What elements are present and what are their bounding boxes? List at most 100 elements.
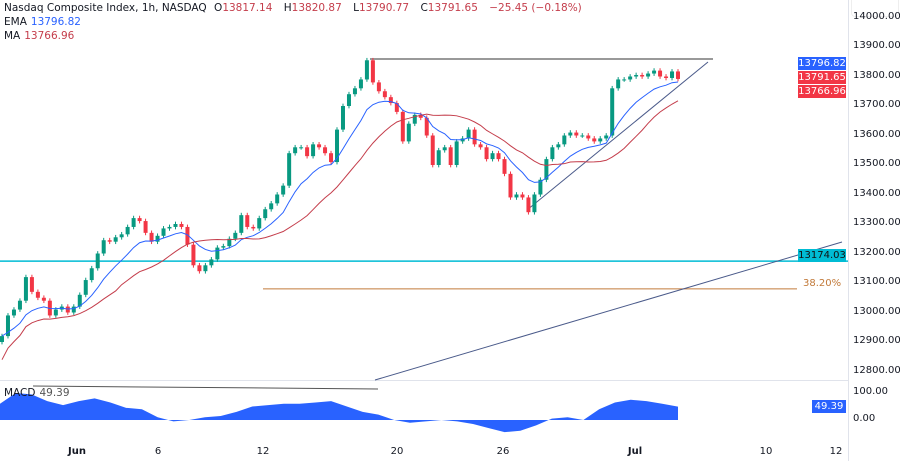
- candle-body: [71, 306, 76, 313]
- candle: [448, 144, 453, 168]
- time-tick-label: 20: [390, 446, 404, 457]
- ma-value: 13766.96: [24, 30, 75, 42]
- candle: [676, 69, 680, 82]
- candle-body: [311, 144, 316, 157]
- candle: [412, 112, 417, 127]
- candle-body: [556, 144, 561, 148]
- price-tick-label: 13600.00: [853, 128, 900, 140]
- candle-body: [616, 79, 621, 89]
- ema-value: 13796.82: [30, 16, 81, 28]
- candle-body: [191, 244, 196, 266]
- ema-price-badge: 13796.82: [798, 57, 846, 70]
- candle: [514, 192, 519, 200]
- candle: [215, 245, 220, 262]
- candle: [472, 127, 477, 147]
- price-tick-label: 13000.00: [853, 305, 900, 317]
- candle: [227, 236, 232, 249]
- candle: [179, 221, 184, 230]
- price-tick-label: 13300.00: [853, 217, 900, 228]
- candle: [568, 130, 573, 138]
- candle: [538, 177, 543, 197]
- time-tick-label: 10: [759, 446, 773, 457]
- candle: [442, 144, 447, 153]
- candle-body: [263, 209, 268, 219]
- candle: [125, 224, 130, 237]
- candle-body: [466, 129, 471, 139]
- symbol-legend: Nasdaq Composite Index, 1h, NASDAQ O1381…: [4, 2, 586, 14]
- candle: [83, 277, 88, 298]
- low-value: 13790.77: [358, 2, 410, 14]
- candle: [239, 212, 244, 236]
- candle: [562, 133, 567, 147]
- macd-tick-label: 0.00: [853, 413, 876, 424]
- candle-body: [143, 221, 148, 233]
- candle-body: [568, 132, 573, 136]
- candle: [580, 133, 585, 138]
- candle-body: [424, 117, 429, 136]
- candle: [293, 144, 298, 156]
- candle-body: [11, 309, 16, 316]
- candle: [107, 237, 112, 245]
- fib-label: 38.20%: [803, 278, 842, 289]
- candle-body: [502, 159, 507, 174]
- candle-body: [520, 194, 525, 198]
- candle-body: [544, 159, 549, 180]
- price-tick-label: 13500.00: [853, 158, 900, 169]
- candle-body: [299, 147, 304, 149]
- candle: [574, 130, 579, 138]
- candle: [484, 144, 489, 162]
- candle: [490, 150, 495, 162]
- level-price-badge: 13174.03: [798, 249, 846, 262]
- candle-body: [281, 185, 286, 195]
- candle: [113, 234, 118, 245]
- candle: [191, 242, 196, 268]
- candle-body: [119, 234, 124, 238]
- candle-body: [436, 150, 441, 165]
- ema-line: [1, 81, 679, 337]
- candle: [370, 57, 375, 85]
- symbol-title: Nasdaq Composite Index, 1h, NASDAQ: [4, 2, 207, 14]
- candle-body: [29, 277, 34, 292]
- candle-body: [179, 224, 184, 227]
- candle-body: [376, 82, 381, 92]
- candle: [598, 136, 603, 144]
- high-value: 13820.87: [291, 2, 342, 14]
- low-label: L: [353, 2, 359, 14]
- macd-legend[interactable]: MACD 49.39: [4, 387, 74, 399]
- candle-body: [245, 215, 250, 227]
- ema-legend[interactable]: EMA 13796.82: [4, 16, 85, 28]
- time-tick-label: 12: [829, 446, 843, 457]
- candle: [149, 230, 154, 245]
- candle-body: [41, 297, 46, 301]
- candle-body: [53, 309, 58, 316]
- candle-body: [95, 253, 100, 269]
- candle-body: [89, 268, 94, 281]
- candle: [305, 144, 310, 159]
- chart-settings-corner[interactable]: [851, 0, 899, 17]
- candle: [41, 295, 46, 304]
- candle-body: [23, 277, 28, 301]
- macd-divergence-line: [32, 385, 379, 390]
- candle-body: [532, 194, 537, 213]
- candle-body: [490, 153, 495, 160]
- candle: [364, 57, 369, 82]
- candle: [664, 74, 669, 81]
- candle-body: [430, 135, 435, 165]
- candle: [257, 215, 262, 231]
- long-trendline: [374, 241, 843, 381]
- price-tick-label: 13100.00: [853, 276, 900, 287]
- candle-body: [670, 71, 675, 78]
- candle-body: [173, 224, 178, 227]
- candle: [658, 68, 663, 79]
- candle-body: [592, 138, 597, 142]
- candle-body: [287, 153, 292, 186]
- candle: [520, 192, 525, 200]
- candle-body: [514, 194, 519, 198]
- candle: [646, 71, 651, 79]
- candle: [388, 94, 393, 106]
- candle-body: [329, 153, 334, 163]
- candle-body: [251, 226, 256, 229]
- candle-body: [257, 218, 262, 229]
- ma-legend[interactable]: MA 13766.96: [4, 30, 78, 42]
